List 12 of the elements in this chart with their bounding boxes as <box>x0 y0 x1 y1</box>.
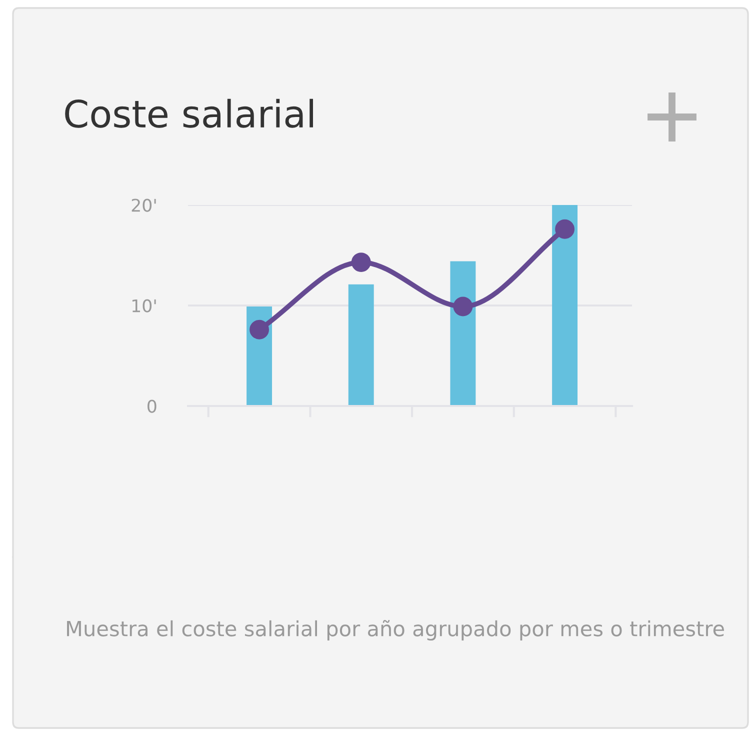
point <box>250 320 270 340</box>
point <box>453 296 473 316</box>
bar <box>552 205 578 406</box>
bar <box>348 284 374 406</box>
bar <box>450 261 476 406</box>
text: Muestra el coste salarial por año agrupado por mes o trimestre <box>67 620 724 641</box>
y-tick-label: 10' <box>132 299 156 312</box>
chart-title: Coste salarial <box>65 98 313 128</box>
y-tick-label: 20' <box>132 198 156 212</box>
y-tick-label: 0 <box>148 400 156 413</box>
point <box>351 252 371 272</box>
point <box>555 219 575 239</box>
